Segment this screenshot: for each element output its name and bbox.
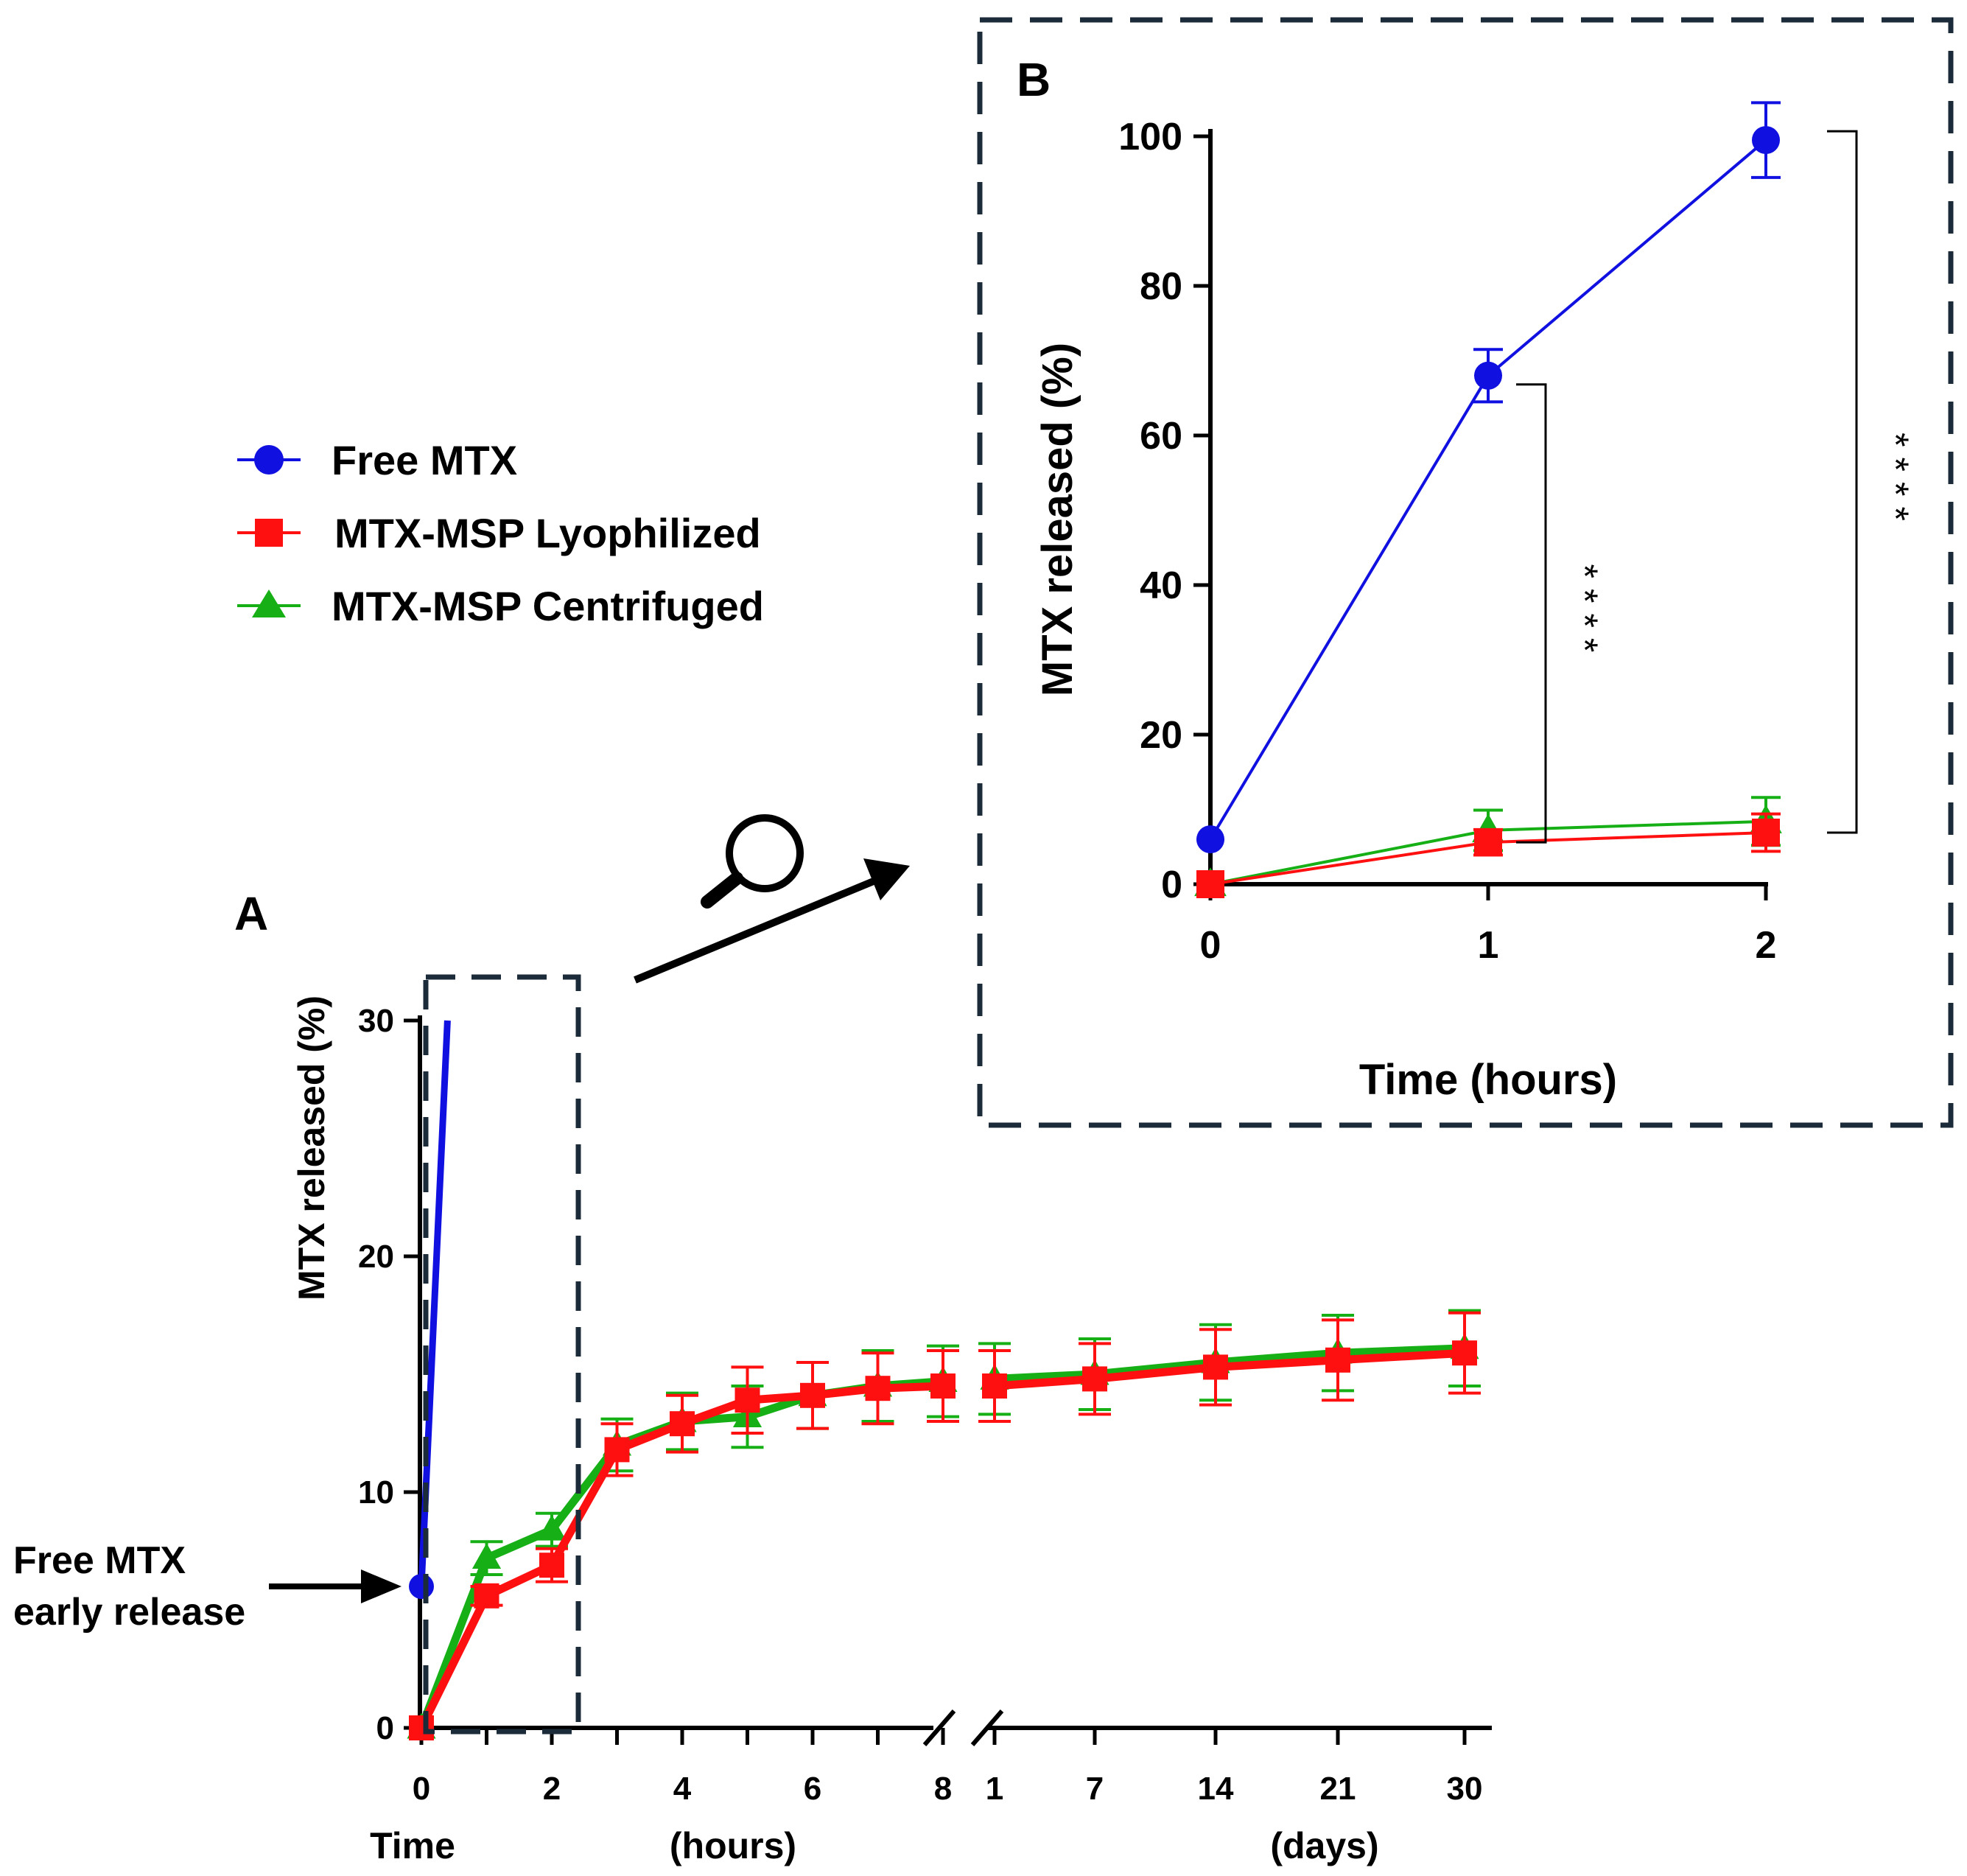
legend-item-lyophilized: MTX-MSP Lyophilized [237,510,761,556]
panel-b-data-point [1752,818,1780,847]
legend-label-free-mtx: Free MTX [332,437,517,483]
panel-b-y-tick-label: 40 [1140,564,1182,607]
significance-bracket-line [1516,383,1547,844]
panel-a-data-point [734,1387,760,1413]
panel-a-days-tick-label: 21 [1320,1771,1356,1807]
panel-b-series-free-mtx [1196,101,1781,854]
panel-a-data-point [604,1437,630,1463]
panel-b-x-tick-label: 1 [1478,924,1499,967]
panel-a-days-tick-label: 14 [1198,1771,1234,1807]
panel-a-data-point [930,1373,956,1399]
significance-bracket-line [1827,130,1858,834]
panel-a-axis-break-left [922,1709,956,1746]
panel-a-data-point [537,1514,567,1541]
panel-a-data-point [474,1583,499,1609]
significance-bracket-2: **** [1827,130,1916,834]
panel-b-y-tick-label: 20 [1140,714,1182,757]
panel-a-data-point [1325,1347,1350,1373]
panel-a-y-axis-label: MTX released (%) [291,995,332,1301]
panel-b-data-point [1196,825,1224,854]
panel-a-series-mtx-msp-lyophilized [978,1311,1481,1423]
panel-b-data-point [1474,828,1502,857]
legend-marker-square [255,519,283,547]
panel-a-data-point [865,1376,891,1401]
panel-b-series-line [1209,139,1767,841]
panel-a-y-tick-label: 10 [358,1474,394,1511]
panel-b-series-mtx-msp-lyophilized [1196,812,1781,898]
panel-a-x-label-days: (days) [1270,1825,1378,1866]
annotation-arrow-head [361,1569,402,1603]
panel-b-data-point [1474,361,1502,390]
panel-a-data-point [800,1382,825,1408]
legend-item-centrifuged: MTX-MSP Centrifuged [237,583,764,629]
legend-label-lyophilized: MTX-MSP Lyophilized [334,510,761,556]
panel-a-hours-tick-label: 8 [934,1771,952,1807]
panel-b-x-tick-label: 2 [1756,924,1777,967]
panel-a-data-point [1203,1354,1228,1380]
zoom-arrow [634,858,910,984]
panel-a-data-point [670,1411,695,1437]
panel-a-y-tick-label: 0 [376,1710,394,1746]
panel-a-series-mtx-msp-lyophilized [409,1349,959,1740]
panel-b-y-tick-label: 80 [1140,265,1182,308]
legend-marker-triangle [252,589,286,617]
panel-b-label: B [1017,53,1051,106]
annotation-line-1: Free MTX [13,1539,186,1582]
panel-b-data-point [1752,126,1780,155]
panel-a-data-point [982,1373,1007,1399]
panel-b-y-tick-label: 0 [1161,864,1182,906]
legend-item-free-mtx: Free MTX [237,437,517,483]
legend: Free MTX MTX-MSP Lyophilized MTX-MSP Cen… [237,437,764,629]
panel-b-x-axis-label: Time (hours) [1359,1056,1617,1104]
panel-a-x-label-hours: (hours) [670,1825,796,1866]
panel-b-y-axis-label: MTX released (%) [1034,343,1081,696]
significance-stars: **** [1875,433,1916,531]
significance-stars: **** [1564,564,1605,663]
panel-a-days-tick-label: 30 [1447,1771,1483,1807]
panel-a-data-point [1082,1366,1107,1392]
zoom-region-box [423,974,581,1735]
significance-bracket-1: **** [1516,383,1605,844]
panel-a-x-label-time: Time [370,1825,455,1866]
panel-a-label: A [234,887,268,940]
panel-a-data-point [539,1553,564,1578]
panel-a-days-tick-label: 1 [986,1771,1003,1807]
panel-a-point-free-mtx [409,1574,434,1599]
panel-a-axis-break-right [970,1709,1004,1746]
panel-a-hours-tick-label: 2 [543,1771,561,1807]
magnifier-icon [701,814,804,909]
panel-a-hours-tick-label: 4 [673,1771,692,1807]
panel-a-y-tick-label: 20 [358,1239,394,1275]
legend-label-centrifuged: MTX-MSP Centrifuged [332,583,764,629]
panel-b: B 0 20 40 60 80 100 0 1 2 MTX released (%) Time… [977,17,1954,1128]
panel-b-data-point [1196,870,1224,898]
legend-marker-circle [254,445,284,475]
panel-a-data-point [409,1715,434,1740]
panel-b-frame [977,17,1954,1128]
panel-a-days-tick-label: 7 [1086,1771,1104,1807]
panel-a-hours-tick-label: 6 [804,1771,821,1807]
annotation-line-2: early release [13,1591,245,1634]
panel-a-data-point [1452,1340,1477,1366]
panel-a: A 0 10 20 30 0 2 4 6 8 1 7 14 21 30 MTX released (%)… [13,887,1492,1866]
panel-b-x-tick-label: 0 [1200,924,1221,967]
panel-b-y-tick-label: 60 [1140,415,1182,458]
panel-a-data-point [471,1543,502,1569]
panel-b-y-tick-label: 100 [1118,116,1182,158]
panel-a-hours-tick-label: 0 [413,1771,430,1807]
panel-a-y-tick-label: 30 [358,1003,394,1039]
